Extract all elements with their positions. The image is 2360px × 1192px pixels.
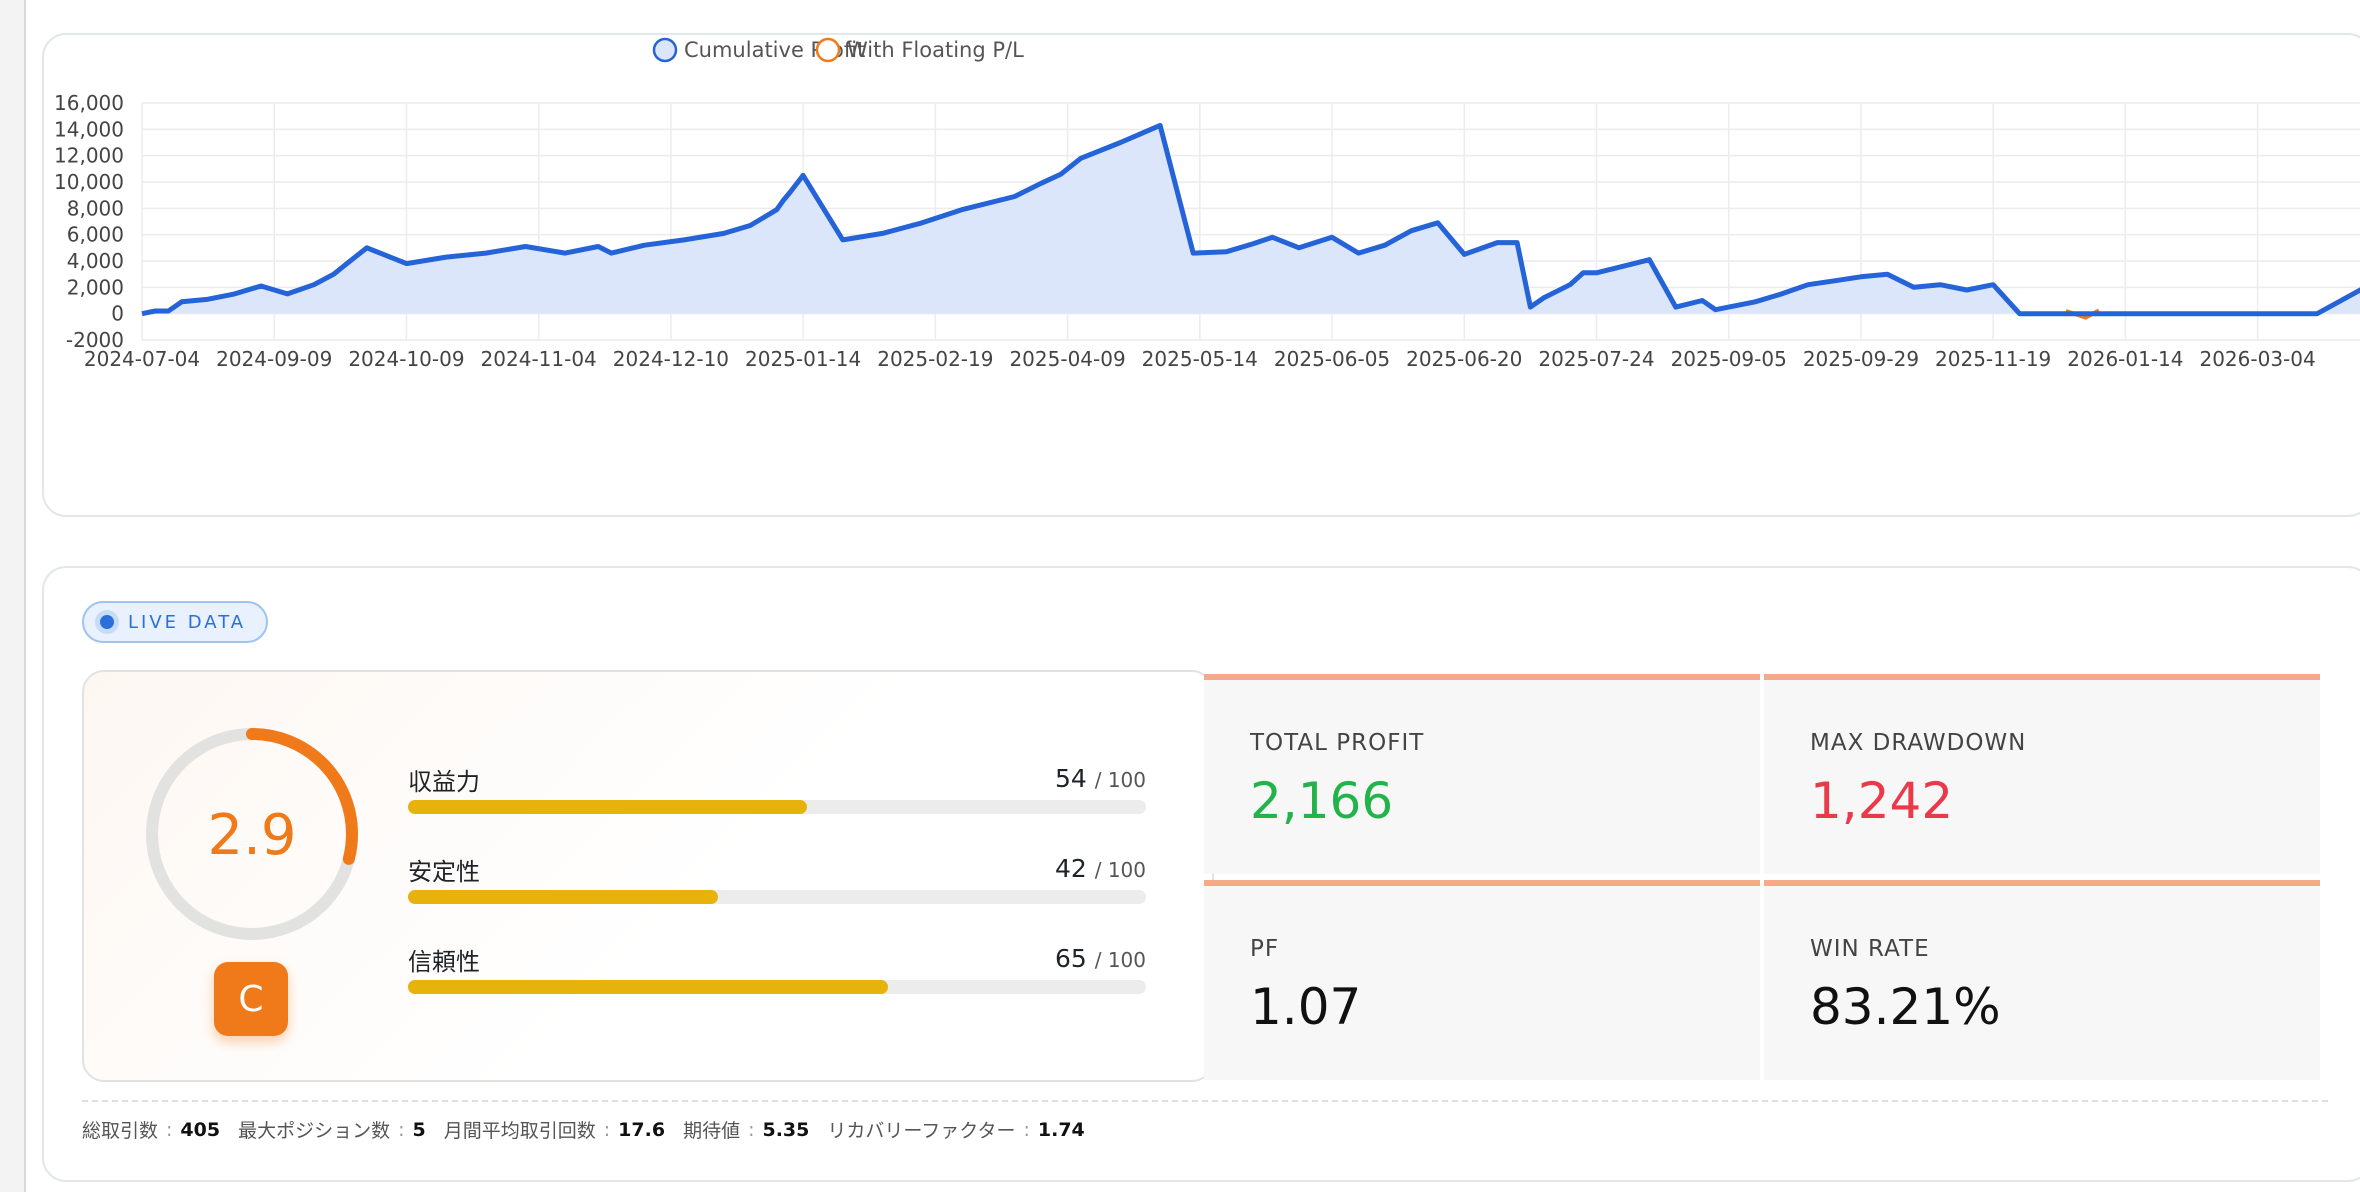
live-data-label: LIVE DATA [128,611,247,633]
y-tick-label: 0 [111,302,124,326]
footer-value: 405 [180,1118,221,1141]
metric-bar-track [408,890,1146,904]
x-tick-label: 2025-09-05 [1671,347,1787,371]
footer-value: 5 [412,1118,426,1141]
metric-bar-track [408,800,1146,814]
legend-marker-cumulative [652,37,678,63]
tile-win-rate: WIN RATE 83.21% [1764,880,2320,1080]
metric-name: 収益力 [408,768,480,796]
metric-score: 42 / 100 [1054,854,1146,883]
metric-name: 信頼性 [408,948,480,976]
x-tick-label: 2025-05-14 [1142,347,1258,371]
metric-score: 65 / 100 [1054,944,1146,973]
y-tick-label: 12,000 [54,144,124,168]
x-tick-label: 2024-11-04 [481,347,597,371]
legend-marker-floating [815,37,841,63]
y-tick-label: 16,000 [54,91,124,115]
profit-chart-card: 16,000 14,000 12,000 10,000 8,000 6,000 4,000 2… [42,33,2360,517]
metric-name: 安定性 [408,858,480,886]
grade-badge: C [214,962,288,1036]
y-tick-label: 8,000 [67,196,124,220]
x-tick-label: 2025-04-09 [1009,347,1125,371]
stats-card: LIVE DATA 2.9 C 収益力 54 / 100 安定性 42 / 10… [42,566,2360,1182]
tile-value: 1.07 [1250,978,1362,1036]
metric-bar-fill [408,980,888,994]
x-tick-label: 2026-03-04 [2199,347,2315,371]
series-area [142,125,2360,314]
footer-divider [82,1100,2328,1102]
metric-score: 54 / 100 [1054,764,1146,793]
metric-bar-fill [408,890,718,904]
x-tick-label: 2024-07-04 [84,347,200,371]
x-tick-label: 2025-07-24 [1538,347,1654,371]
profit-chart: 16,00014,00012,00010,0008,0006,0004,0002… [54,37,2360,371]
score-panel: 2.9 C 収益力 54 / 100 安定性 42 / 100 信頼性 65 /… [82,670,1214,1082]
tile-label: MAX DRAWDOWN [1810,730,2027,756]
live-dot-icon [100,615,114,629]
footer-value: 1.74 [1037,1118,1085,1141]
y-tick-label: 2,000 [67,275,124,299]
x-tick-label: 2025-09-29 [1803,347,1919,371]
live-data-badge: LIVE DATA [82,601,269,643]
footer-label: 総取引数 [82,1120,159,1142]
x-tick-label: 2024-10-09 [348,347,464,371]
tile-label: PF [1250,936,1280,962]
x-tick-label: 2025-06-20 [1406,347,1522,371]
footer-value: 17.6 [618,1118,666,1141]
x-tick-label: 2025-11-19 [1935,347,2051,371]
metric-bar-track [408,980,1146,994]
footer-label: 月間平均取引回数 [443,1120,596,1142]
tile-label: WIN RATE [1810,936,1930,962]
footer-label: 期待値 [683,1120,741,1142]
score-gauge: 2.9 [146,728,358,940]
y-tick-label: 10,000 [54,170,124,194]
legend-label-floating: With Floating P/L [847,38,1024,62]
x-tick-label: 2024-12-10 [613,347,729,371]
cumulative-profit-line [141,122,2360,317]
x-tick-label: 2024-09-09 [216,347,332,371]
x-tick-label: 2025-06-05 [1274,347,1390,371]
tile-value: 83.21% [1810,978,2001,1036]
footer-label: 最大ポジション数 [238,1120,391,1142]
x-tick-label: 2026-01-14 [2067,347,2183,371]
footer-label: リカバリーファクター [827,1120,1016,1142]
y-tick-label: 4,000 [67,249,124,273]
footer-value: 5.35 [762,1118,810,1141]
gauge-arc [146,728,358,940]
tile-label: TOTAL PROFIT [1250,730,1425,756]
tile-total-profit: TOTAL PROFIT 2,166 [1204,674,1760,874]
y-tick-label: 14,000 [54,117,124,141]
y-tick-label: -2000 [66,328,124,352]
tile-pf: PF 1.07 [1204,880,1760,1080]
x-tick-label: 2025-01-14 [745,347,861,371]
tile-value: 1,242 [1810,772,1954,830]
left-border [0,0,26,1192]
metric-bar-fill [408,800,807,814]
score-value: 2.9 [207,803,296,868]
tile-value: 2,166 [1250,772,1394,830]
y-tick-label: 6,000 [67,223,124,247]
footer-stats: 総取引数:405 最大ポジション数:5 月間平均取引回数:17.6 期待値:5.… [82,1116,1103,1143]
x-tick-label: 2025-02-19 [877,347,993,371]
tile-max-drawdown: MAX DRAWDOWN 1,242 [1764,674,2320,874]
